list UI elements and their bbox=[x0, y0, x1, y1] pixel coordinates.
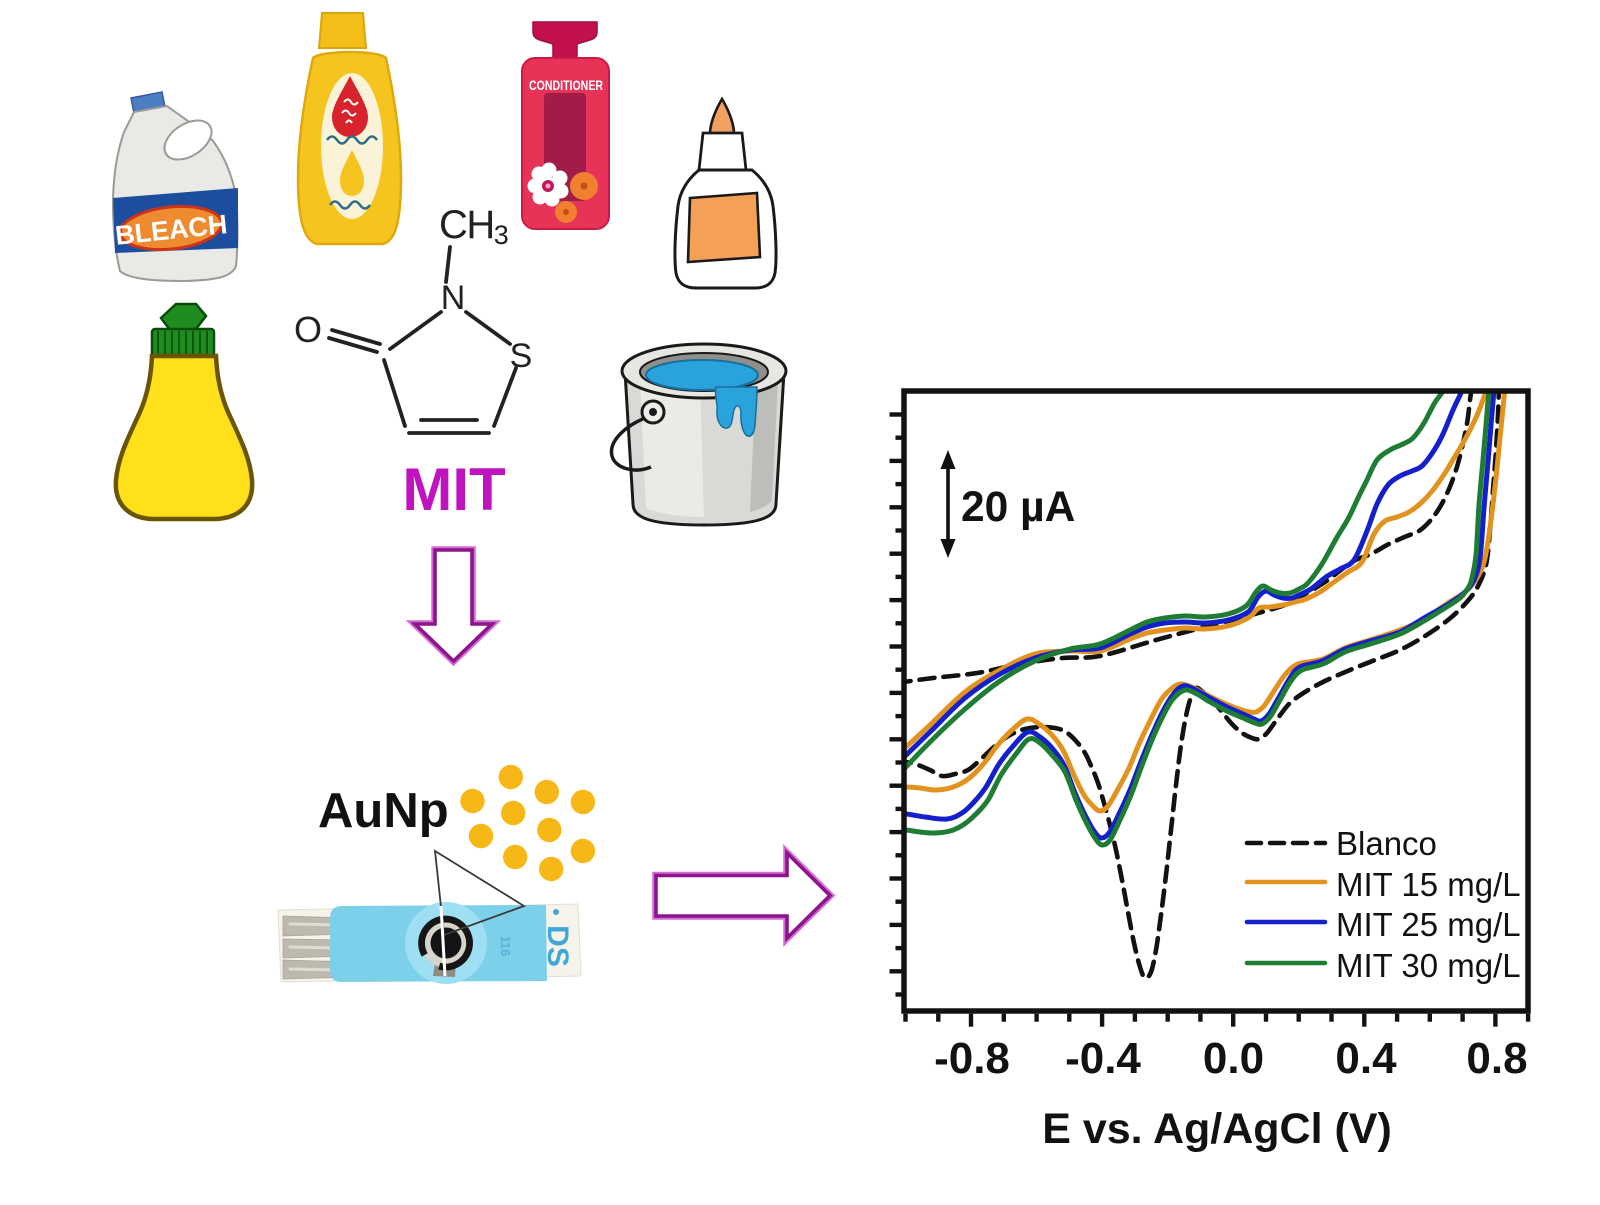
svg-text:N: N bbox=[441, 279, 466, 317]
svg-text:116: 116 bbox=[498, 936, 512, 956]
svg-text:DS: DS bbox=[541, 925, 574, 967]
svg-text:MIT 30 mg/L: MIT 30 mg/L bbox=[1336, 947, 1521, 984]
svg-text:20 µA: 20 µA bbox=[961, 484, 1075, 531]
svg-text:AuNp: AuNp bbox=[318, 784, 449, 838]
svg-text:0.0: 0.0 bbox=[1203, 1034, 1264, 1083]
svg-text:CONDITIONER: CONDITIONER bbox=[529, 77, 603, 93]
svg-text:-0.4: -0.4 bbox=[1065, 1034, 1141, 1083]
svg-text:O: O bbox=[294, 309, 322, 350]
svg-text:0.8: 0.8 bbox=[1466, 1034, 1527, 1083]
svg-text:0.4: 0.4 bbox=[1335, 1034, 1397, 1083]
svg-text:S: S bbox=[510, 337, 533, 375]
svg-text:Blanco: Blanco bbox=[1336, 825, 1437, 862]
svg-text:E vs. Ag/AgCl (V): E vs. Ag/AgCl (V) bbox=[1042, 1105, 1392, 1153]
svg-text:-0.8: -0.8 bbox=[934, 1034, 1010, 1083]
svg-text:MIT: MIT bbox=[402, 456, 505, 523]
svg-text:MIT 15 mg/L: MIT 15 mg/L bbox=[1336, 866, 1521, 903]
svg-text:MIT 25 mg/L: MIT 25 mg/L bbox=[1336, 906, 1521, 943]
